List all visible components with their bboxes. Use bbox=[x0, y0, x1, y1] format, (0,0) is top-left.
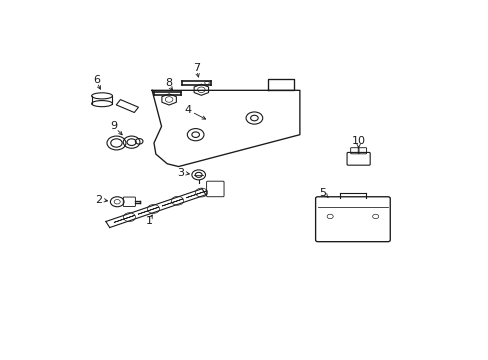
Text: 4: 4 bbox=[184, 105, 191, 115]
Text: 9: 9 bbox=[110, 121, 117, 131]
Text: 8: 8 bbox=[165, 78, 172, 89]
Text: 10: 10 bbox=[351, 136, 365, 146]
Text: 5: 5 bbox=[319, 188, 325, 198]
Text: 7: 7 bbox=[193, 63, 200, 73]
Text: 2: 2 bbox=[95, 195, 102, 205]
Text: 3: 3 bbox=[177, 168, 183, 178]
Text: 6: 6 bbox=[93, 75, 101, 85]
Text: 1: 1 bbox=[145, 216, 152, 226]
